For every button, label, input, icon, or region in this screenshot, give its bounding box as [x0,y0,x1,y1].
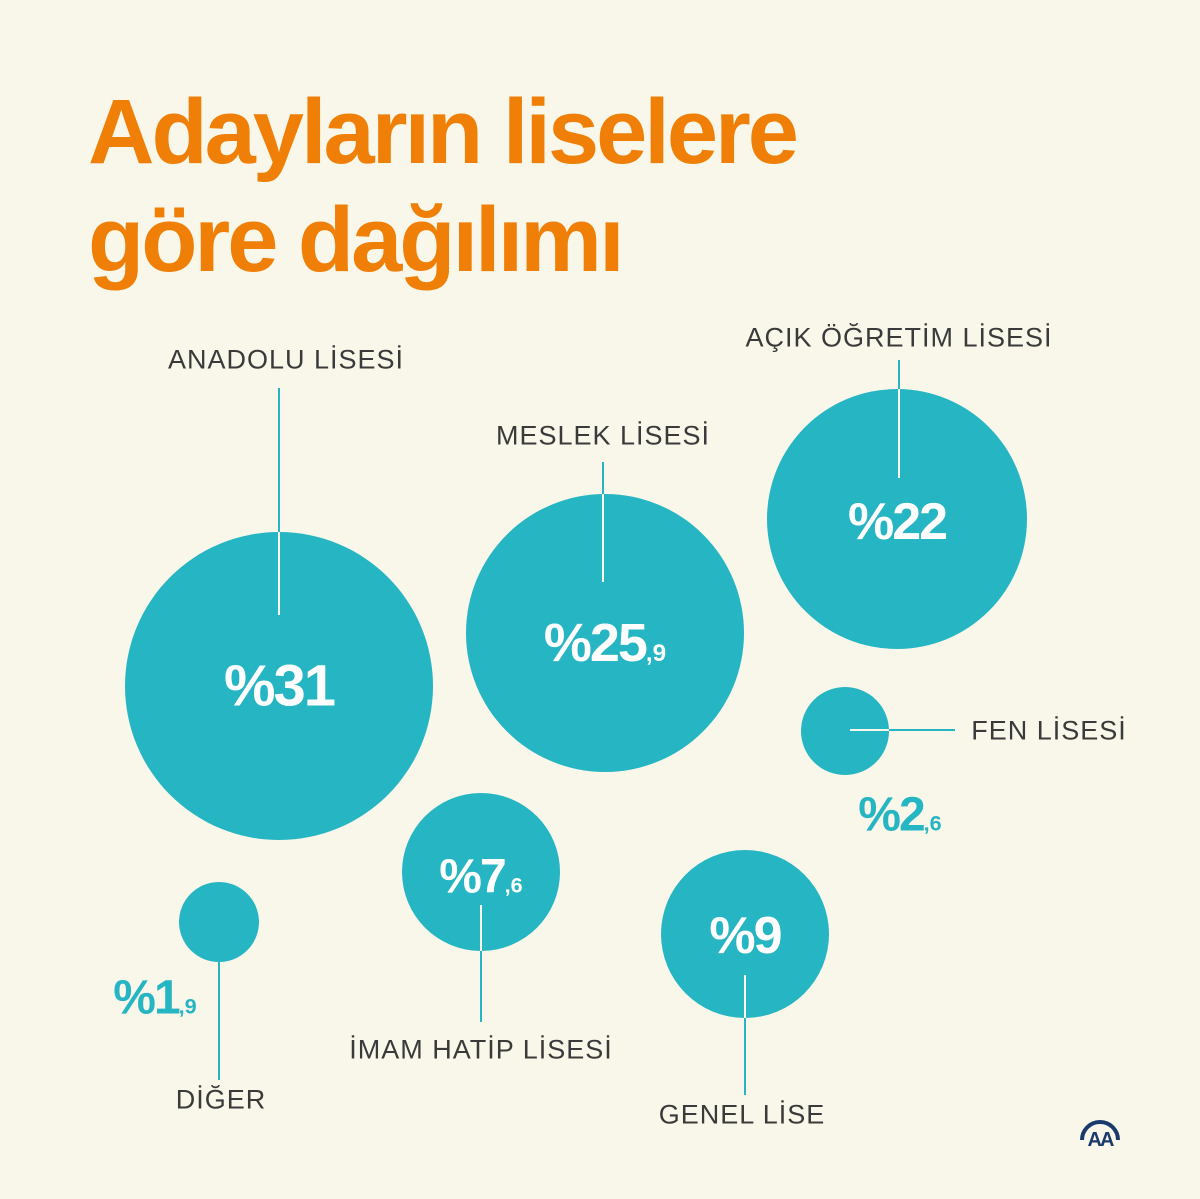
value-label: %31 [223,653,336,720]
value-label: %22 [847,492,948,552]
value-label: %1,9 [113,971,196,1026]
leader-line-0 [278,388,280,532]
leader-line-outer-6 [744,1018,746,1095]
value-decimal: ,6 [504,872,523,898]
aa-logo: AA [1080,1120,1120,1150]
value-decimal: ,6 [923,810,942,836]
title-line-2: göre dağılımı [88,189,625,291]
bubble-1 [466,494,744,772]
leader-line-1 [602,462,604,494]
value-main: %7 [439,850,506,904]
leader-line-4 [218,962,220,1080]
title-line-1: Adayların liselere [88,81,799,183]
leader-line-inner-2 [898,389,900,478]
leader-line-inner-3 [850,729,889,731]
bubble-3 [801,687,889,775]
category-label: GENEL LİSE [658,1099,826,1130]
chart-title: Adayların liselere göre dağılımı [88,78,799,294]
bubble-2 [767,389,1027,649]
category-label: FEN LİSESİ [971,715,1127,746]
logo-text: AA [1088,1129,1114,1150]
value-label: %2,6 [858,788,941,843]
value-main: %25 [543,613,648,673]
category-label: MESLEK LİSESİ [495,420,711,451]
value-decimal: ,9 [178,993,197,1019]
category-label: AÇIK ÖĞRETİM LİSESİ [745,322,1053,353]
leader-line-outer-5 [480,951,482,1022]
value-decimal: ,9 [645,640,667,667]
value-label: %7,6 [439,850,522,905]
category-label: İMAM HATİP LİSESİ [349,1034,613,1065]
leader-line-3 [889,729,955,731]
value-main: %9 [709,907,782,965]
category-label: ANADOLU LİSESİ [167,344,405,375]
category-label: DİĞER [175,1084,267,1115]
value-main: %2 [858,788,925,842]
bubble-4 [179,882,259,962]
value-label: %9 [709,906,782,966]
leader-line-inner-1 [602,494,604,582]
leader-line-inner-0 [278,532,280,615]
leader-line-2 [898,360,900,389]
value-label: %25,9 [544,612,666,674]
value-main: %31 [223,653,336,719]
value-main: %22 [847,493,948,551]
value-main: %1 [113,971,180,1025]
